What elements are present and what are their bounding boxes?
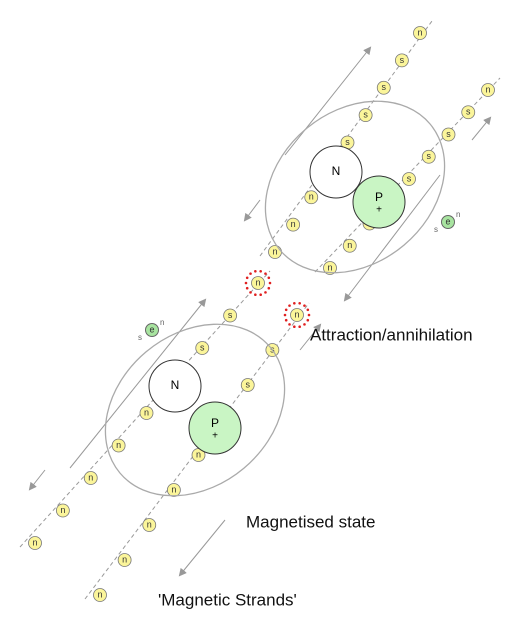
particle-label: s bbox=[400, 55, 405, 65]
annihilation-dot bbox=[246, 287, 249, 290]
electron-south: s bbox=[434, 225, 438, 234]
annihilation-dot bbox=[254, 293, 257, 296]
neutron-label: N bbox=[171, 378, 180, 392]
annihilation-dot bbox=[268, 276, 271, 279]
orbit bbox=[71, 289, 319, 531]
annihilation-dot bbox=[303, 323, 306, 326]
annihilation-dot bbox=[268, 287, 271, 290]
annihilation-dot bbox=[264, 291, 267, 294]
proton-charge: + bbox=[376, 205, 382, 216]
annihilation-dot bbox=[308, 314, 311, 317]
caption: Attraction/annihilation bbox=[310, 325, 473, 344]
annihilation-dot bbox=[303, 304, 306, 307]
annihilation-dot bbox=[269, 282, 272, 285]
electron-label: e bbox=[149, 324, 154, 334]
particle-label: n bbox=[171, 484, 176, 494]
neutron-label: N bbox=[332, 164, 341, 178]
diagram: Attraction/annihilation Magnetised state… bbox=[0, 0, 514, 612]
particle-label: n bbox=[60, 505, 65, 515]
proton-label: P bbox=[211, 416, 219, 430]
annihilation-dot bbox=[307, 308, 310, 311]
particle-label: s bbox=[446, 129, 451, 139]
particle-label: s bbox=[466, 107, 471, 117]
particle-label: n bbox=[347, 240, 352, 250]
annihilation-dot bbox=[284, 314, 287, 317]
particle-label: n bbox=[32, 537, 37, 547]
particle-label: n bbox=[272, 246, 277, 256]
annihilation-dot bbox=[293, 325, 296, 328]
particle-label: n bbox=[122, 554, 127, 564]
annihilation-dot bbox=[285, 308, 288, 311]
particle-label: n bbox=[294, 309, 299, 319]
annihilation-dot bbox=[259, 293, 262, 296]
particle-label: s bbox=[246, 379, 251, 389]
annihilation-dot bbox=[245, 282, 248, 285]
particle-label: n bbox=[147, 519, 152, 529]
particle-label: n bbox=[144, 407, 149, 417]
annihilation-dot bbox=[298, 302, 301, 305]
annihilation-dot bbox=[249, 291, 252, 294]
particle-label: n bbox=[291, 219, 296, 229]
annihilation-dot bbox=[288, 304, 291, 307]
electron-label: e bbox=[445, 216, 450, 226]
particle-label: n bbox=[97, 589, 102, 599]
annihilation-dot bbox=[288, 323, 291, 326]
particle-label: s bbox=[228, 310, 233, 320]
particle-label: n bbox=[116, 440, 121, 450]
particle-label: s bbox=[345, 137, 350, 147]
caption: Magnetised state bbox=[246, 512, 375, 531]
electron-north: n bbox=[160, 318, 164, 327]
particle-label: n bbox=[327, 262, 332, 272]
particle-label: s bbox=[407, 173, 412, 183]
annihilation-dot bbox=[298, 325, 301, 328]
particle-label: s bbox=[200, 342, 205, 352]
field-arrows bbox=[30, 48, 490, 575]
electron-north: n bbox=[456, 210, 460, 219]
particle-label: s bbox=[427, 151, 432, 161]
particle-label: n bbox=[417, 27, 422, 37]
annihilation-dot bbox=[249, 272, 252, 275]
electron-south: s bbox=[138, 333, 142, 342]
annihilation-dot bbox=[254, 270, 257, 273]
particle-label: n bbox=[196, 449, 201, 459]
particle-label: n bbox=[88, 472, 93, 482]
annihilation-dot bbox=[293, 302, 296, 305]
particle-label: n bbox=[255, 277, 260, 287]
proton-charge: + bbox=[212, 431, 218, 442]
proton-label: P bbox=[375, 190, 383, 204]
particle-label: s bbox=[382, 82, 387, 92]
annihilation-dot bbox=[246, 276, 249, 279]
annihilation-dot bbox=[307, 319, 310, 322]
particle-label: n bbox=[485, 84, 490, 94]
particle-label: s bbox=[363, 110, 368, 120]
annihilation-dot bbox=[264, 272, 267, 275]
caption: 'Magnetic Strands' bbox=[158, 590, 297, 609]
annihilation-dot bbox=[285, 319, 288, 322]
annihilation-dot bbox=[259, 270, 262, 273]
particle-label: n bbox=[309, 192, 314, 202]
